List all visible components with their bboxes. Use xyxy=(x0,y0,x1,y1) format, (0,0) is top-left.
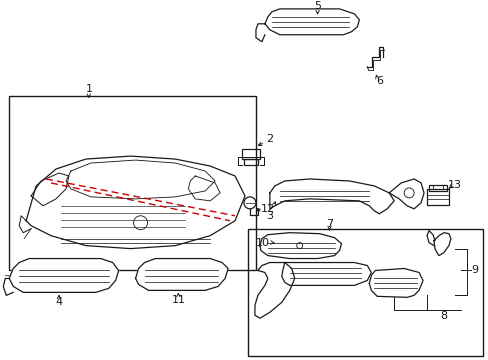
Polygon shape xyxy=(264,9,359,35)
Bar xyxy=(9,96,255,270)
Text: 1: 1 xyxy=(85,85,92,94)
Text: 8: 8 xyxy=(440,311,447,321)
Bar xyxy=(244,159,257,165)
Text: 13: 13 xyxy=(447,180,461,190)
Polygon shape xyxy=(9,258,119,292)
Polygon shape xyxy=(388,179,423,209)
Bar xyxy=(426,189,448,205)
Text: 7: 7 xyxy=(325,219,332,229)
Text: 3: 3 xyxy=(266,211,273,221)
Polygon shape xyxy=(260,233,341,258)
Polygon shape xyxy=(368,269,422,297)
Polygon shape xyxy=(254,262,294,318)
Polygon shape xyxy=(281,262,370,285)
Text: 4: 4 xyxy=(55,297,62,307)
Text: 6: 6 xyxy=(375,76,382,86)
Text: 2: 2 xyxy=(266,134,273,144)
Text: 11: 11 xyxy=(171,295,185,305)
Bar xyxy=(242,149,260,159)
Bar xyxy=(428,185,446,191)
Polygon shape xyxy=(433,233,450,256)
Polygon shape xyxy=(135,258,227,291)
Bar xyxy=(247,229,482,356)
Text: 12: 12 xyxy=(260,204,274,214)
Text: 10: 10 xyxy=(255,238,269,248)
Text: 9: 9 xyxy=(470,265,477,275)
Polygon shape xyxy=(269,179,393,214)
Text: 5: 5 xyxy=(313,1,321,11)
Polygon shape xyxy=(26,156,244,249)
